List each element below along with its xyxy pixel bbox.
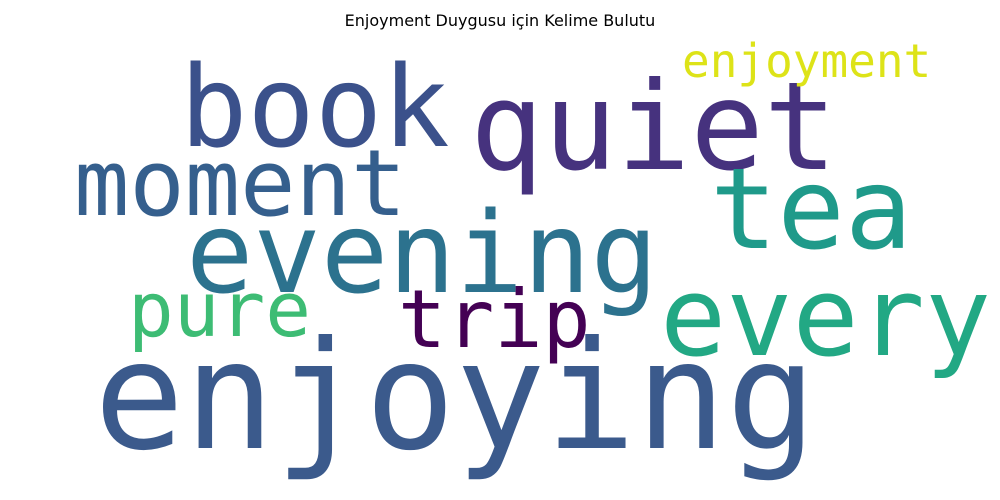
word-moment: moment [74, 130, 407, 237]
word-evening: evening [186, 189, 659, 319]
word-pure: pure [128, 265, 312, 354]
chart-title: Enjoyment Duygusu için Kelime Bulutu [344, 11, 656, 30]
word-tea: tea [710, 145, 913, 275]
word-trip: trip [398, 273, 591, 366]
word-every: every [660, 253, 992, 381]
word-enjoying: enjoying [94, 310, 817, 484]
word-enjoyment: enjoyment [682, 34, 932, 88]
word-quiet: quiet [470, 56, 838, 198]
word-book: book [180, 43, 450, 173]
